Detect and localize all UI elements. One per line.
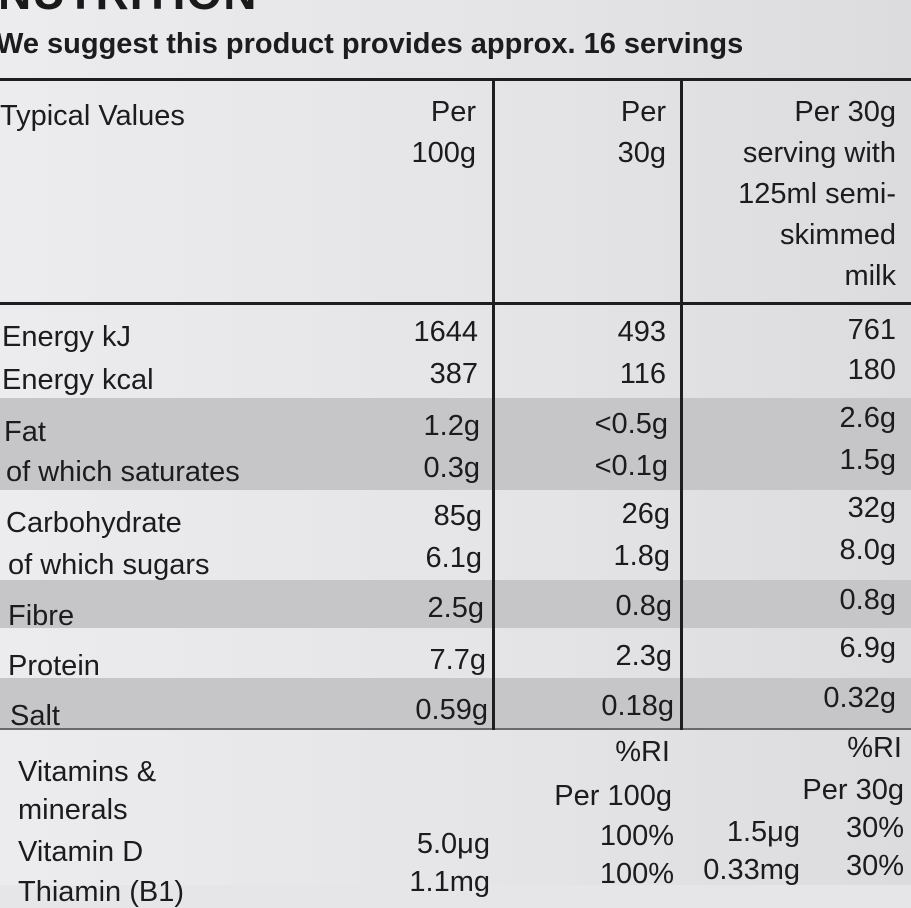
vitamin-per30: 1.5μg — [726, 816, 800, 848]
vitamin-name: Vitamin D — [18, 836, 144, 868]
cell-per100: 1644 — [413, 316, 478, 348]
row-label: Energy kcal — [2, 364, 154, 396]
cell-per30: 1.8g — [613, 540, 670, 572]
band-fat — [0, 398, 911, 490]
cell-per100: 6.1g — [425, 542, 482, 574]
cell-per100: 7.7g — [429, 644, 486, 676]
vitamin-ri30: 30% — [845, 812, 904, 844]
cell-milk: 2.6g — [839, 402, 896, 434]
band-fibre — [0, 580, 911, 628]
band-salt — [0, 678, 911, 728]
cell-per30: 26g — [621, 498, 670, 530]
ri-per100-header: %RI — [615, 736, 670, 768]
cell-milk: 32g — [847, 492, 896, 524]
cell-milk: 180 — [847, 354, 896, 386]
row-label: of which sugars — [8, 549, 210, 581]
rule-top — [0, 78, 911, 81]
vitamin-ri100: 100% — [599, 858, 674, 890]
ri-per30-header: %RI — [847, 732, 902, 764]
vitamin-per100: 5.0μg — [416, 828, 490, 860]
cell-per100: 387 — [429, 358, 478, 390]
row-label: Salt — [10, 700, 60, 732]
cell-milk: 1.5g — [839, 444, 896, 476]
cell-per30: 116 — [619, 358, 666, 390]
cell-milk: 0.8g — [839, 584, 896, 616]
vitamins-per30-header: Per 30g — [802, 774, 904, 806]
cell-milk: 0.32g — [823, 682, 896, 714]
cell-per30: <0.5g — [594, 408, 668, 440]
vitamin-per100: 1.1mg — [409, 866, 490, 898]
row-label: Carbohydrate — [6, 507, 182, 539]
cell-per30: <0.1g — [594, 450, 668, 482]
header-with-milk: Per 30g serving with 125ml semi- skimmed… — [738, 96, 896, 292]
cell-per100: 2.5g — [427, 592, 484, 624]
cell-per30: 493 — [617, 316, 666, 348]
vitamin-per30: 0.33mg — [703, 854, 800, 886]
cell-per100: 1.2g — [423, 410, 480, 442]
vitamins-per100-header: Per 100g — [554, 780, 672, 812]
row-label: Energy kJ — [2, 321, 131, 353]
rule-bottom — [0, 728, 911, 730]
row-label: Fat — [4, 416, 46, 448]
vitamins-heading-line2: minerals — [18, 794, 128, 826]
rule-header — [0, 302, 911, 305]
cell-per100: 0.59g — [415, 694, 488, 726]
cell-per100: 0.3g — [423, 452, 480, 484]
vitamins-heading-line1: Vitamins & — [18, 756, 157, 788]
cell-per30: 0.8g — [615, 590, 672, 622]
vitamin-name: Thiamin (B1) — [18, 876, 184, 908]
label-title: NUTRITION — [0, 0, 257, 20]
vitamin-ri30: 30% — [845, 850, 904, 882]
cell-per30: 0.18g — [601, 690, 674, 722]
row-label: Fibre — [8, 600, 75, 632]
col-divider-1 — [492, 80, 495, 730]
vitamin-ri100: 100% — [599, 820, 674, 852]
header-per-30g: Per 30g — [617, 96, 666, 169]
header-typical-values: Typical Values — [0, 100, 185, 132]
servings-note: We suggest this product provides approx.… — [0, 28, 744, 60]
cell-milk: 761 — [847, 314, 896, 346]
cell-per30: 2.3g — [615, 640, 672, 672]
cell-milk: 8.0g — [839, 534, 896, 566]
cell-per100: 85g — [433, 500, 482, 532]
row-label: of which saturates — [6, 456, 240, 488]
header-per-100g: Per 100g — [411, 96, 476, 169]
cell-milk: 6.9g — [839, 632, 896, 664]
row-label: Protein — [8, 650, 100, 682]
col-divider-2 — [680, 80, 683, 730]
